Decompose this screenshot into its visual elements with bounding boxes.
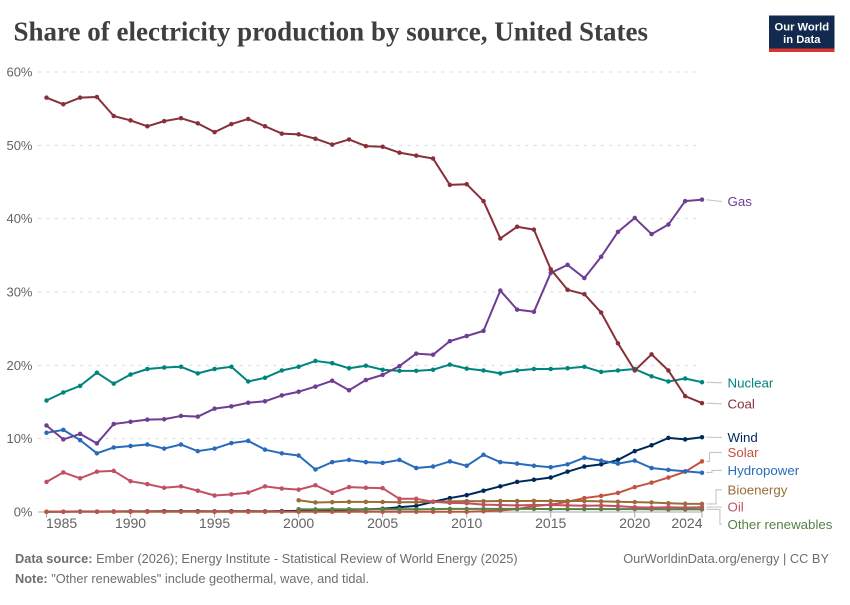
svg-text:30%: 30% — [6, 285, 32, 300]
svg-text:Gas: Gas — [728, 194, 753, 209]
svg-text:60%: 60% — [6, 65, 32, 80]
svg-text:in Data: in Data — [783, 34, 821, 46]
svg-text:Other renewables: Other renewables — [728, 517, 833, 532]
svg-text:2000: 2000 — [283, 515, 314, 531]
svg-text:2010: 2010 — [451, 515, 482, 531]
svg-text:Wind: Wind — [728, 430, 758, 445]
svg-text:40%: 40% — [6, 211, 32, 226]
svg-text:Hydropower: Hydropower — [728, 463, 800, 478]
svg-text:2005: 2005 — [367, 515, 398, 531]
svg-text:OurWorldinData.org/energy | CC: OurWorldinData.org/energy | CC BY — [623, 551, 829, 566]
svg-text:Note: "Other renewables" inclu: Note: "Other renewables" include geother… — [15, 571, 369, 586]
svg-text:Nuclear: Nuclear — [728, 376, 774, 391]
svg-text:20%: 20% — [6, 358, 32, 373]
svg-text:50%: 50% — [6, 138, 32, 153]
svg-text:Our World: Our World — [775, 22, 830, 34]
svg-text:2024: 2024 — [671, 515, 702, 531]
svg-text:Bioenergy: Bioenergy — [728, 483, 788, 498]
svg-text:10%: 10% — [6, 431, 32, 446]
svg-text:1985: 1985 — [46, 515, 77, 531]
svg-text:1995: 1995 — [199, 515, 230, 531]
svg-text:Solar: Solar — [728, 445, 760, 460]
svg-text:0%: 0% — [14, 505, 33, 520]
svg-text:Share of electricity productio: Share of electricity production by sourc… — [14, 17, 648, 47]
svg-text:Oil: Oil — [728, 500, 744, 515]
svg-text:1990: 1990 — [115, 515, 146, 531]
svg-text:Coal: Coal — [728, 397, 755, 412]
svg-text:2015: 2015 — [535, 515, 566, 531]
svg-text:Data source: Ember (2026); Ene: Data source: Ember (2026); Energy Instit… — [15, 551, 518, 566]
svg-text:2020: 2020 — [619, 515, 650, 531]
